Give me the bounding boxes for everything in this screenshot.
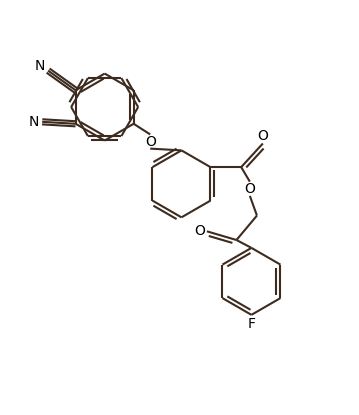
Text: N: N [28, 115, 39, 129]
Text: F: F [247, 317, 256, 330]
Text: O: O [194, 225, 205, 238]
Text: O: O [257, 129, 268, 144]
Text: O: O [244, 182, 255, 196]
Text: O: O [145, 134, 156, 149]
Text: N: N [34, 59, 45, 73]
